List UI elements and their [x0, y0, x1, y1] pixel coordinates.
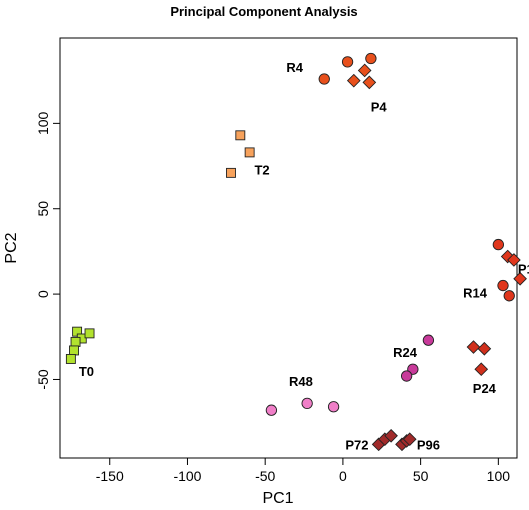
point-annotations: T0 T2 R4 P4 P14 R14 R24 P24 R48 P72 P96: [79, 60, 529, 452]
annotation-label: T2: [254, 162, 269, 177]
annotation-label: R14: [463, 285, 488, 300]
x-axis-label: PC1: [262, 490, 293, 507]
y-tick-label: -50: [35, 369, 51, 389]
y-tick-label: 0: [35, 290, 51, 298]
y-tick-label: 100: [35, 111, 51, 135]
data-point-diamond: [507, 253, 521, 267]
data-point-circle: [400, 370, 413, 382]
data-point-circle: [422, 334, 435, 346]
annotation-label: R48: [289, 374, 313, 389]
data-point-circle: [265, 404, 278, 416]
x-axis: -150 -100 -50 0 50 100: [96, 457, 511, 484]
y-axis-label: PC2: [3, 232, 20, 263]
data-point-diamond: [513, 271, 527, 286]
chart-title: Principal Component Analysis: [170, 4, 357, 19]
data-point-square: [84, 328, 95, 339]
annotation-label: T0: [79, 364, 94, 379]
data-point-square: [244, 147, 255, 158]
data-point-circle: [341, 56, 354, 68]
data-point-circle: [365, 52, 377, 65]
data-point-circle: [492, 238, 504, 251]
x-tick-label: -50: [255, 468, 275, 484]
data-point-diamond: [402, 432, 417, 447]
data-point-circle: [327, 401, 340, 413]
data-point-circle: [301, 397, 313, 410]
data-point-square: [69, 345, 79, 356]
data-point-circle: [503, 290, 515, 302]
y-tick-label: 50: [35, 201, 51, 217]
data-points: [65, 52, 527, 452]
annotation-label: P96: [417, 437, 440, 452]
x-tick-label: -100: [173, 468, 201, 484]
plot-frame: [59, 37, 518, 459]
data-point-square: [235, 130, 246, 141]
annotation-label: P14: [518, 261, 529, 276]
data-point-square: [65, 354, 76, 364]
annotation-label: R24: [393, 345, 418, 360]
annotation-label: P24: [473, 381, 497, 396]
data-point-circle: [497, 279, 509, 292]
x-tick-label: -150: [96, 468, 124, 484]
data-point-diamond: [474, 362, 489, 377]
data-point-square: [226, 167, 236, 178]
annotation-label: P4: [371, 99, 388, 114]
annotation-label: R4: [286, 60, 303, 75]
x-tick-label: 0: [339, 468, 347, 484]
data-point-diamond: [477, 341, 492, 356]
y-axis: -50 0 50 100: [35, 111, 61, 390]
data-point-diamond: [357, 63, 372, 78]
data-point-diamond: [384, 428, 398, 443]
data-point-square: [70, 336, 81, 347]
x-tick-label: 100: [487, 468, 511, 484]
data-point-diamond: [346, 73, 361, 88]
annotation-label: P72: [345, 437, 368, 452]
data-point-diamond: [466, 340, 481, 354]
x-tick-label: 50: [413, 468, 429, 484]
data-point-circle: [318, 73, 330, 85]
data-point-diamond: [362, 75, 377, 90]
